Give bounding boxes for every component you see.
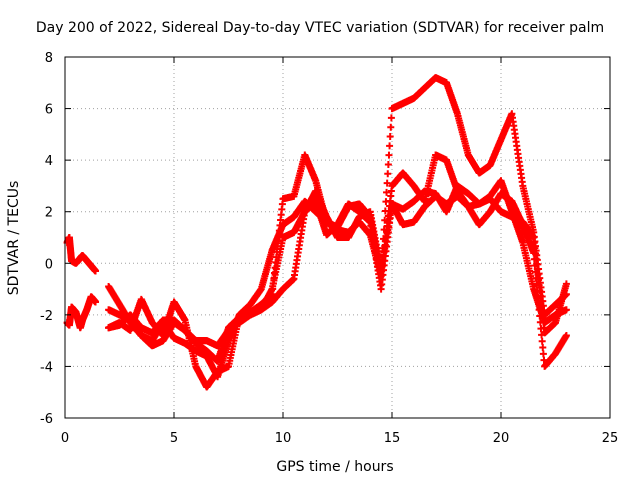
y-tick-label: 8 bbox=[45, 51, 53, 66]
y-tick-label: -2 bbox=[40, 309, 53, 324]
data-point-marker bbox=[562, 290, 570, 298]
data-point-marker bbox=[381, 216, 389, 224]
chart-title: Day 200 of 2022, Sidereal Day-to-day VTE… bbox=[36, 20, 604, 36]
x-tick-label: 15 bbox=[384, 431, 401, 446]
y-tick-label: -6 bbox=[40, 412, 53, 427]
data-point-marker bbox=[536, 318, 544, 326]
data-point-marker bbox=[562, 331, 570, 339]
data-point-marker bbox=[539, 344, 547, 352]
x-tick-label: 25 bbox=[602, 431, 619, 446]
y-tick-label: 6 bbox=[45, 103, 53, 118]
data-point-marker bbox=[533, 280, 541, 288]
data-point-marker bbox=[379, 244, 387, 252]
data-point-marker bbox=[382, 198, 390, 206]
data-point-marker bbox=[387, 114, 395, 122]
series-track-1 bbox=[63, 234, 100, 275]
data-point-marker bbox=[537, 325, 545, 333]
data-series bbox=[63, 74, 570, 391]
data-point-marker bbox=[538, 331, 546, 339]
data-point-marker bbox=[539, 350, 547, 358]
x-tick-label: 20 bbox=[493, 431, 510, 446]
data-point-marker bbox=[380, 235, 388, 243]
x-axis-title: GPS time / hours bbox=[276, 459, 393, 475]
data-point-marker bbox=[562, 280, 570, 288]
y-tick-label: 4 bbox=[45, 154, 53, 169]
series-track-6 bbox=[105, 74, 570, 365]
y-tick-label: 2 bbox=[45, 206, 53, 221]
data-point-marker bbox=[92, 267, 100, 275]
x-tick-label: 10 bbox=[275, 431, 292, 446]
y-axis-title: SDTVAR / TECUs bbox=[6, 181, 22, 296]
plot-frame bbox=[64, 56, 611, 419]
data-point-marker bbox=[92, 298, 100, 306]
data-point-marker bbox=[383, 179, 391, 187]
data-point-marker bbox=[377, 272, 385, 280]
data-point-marker bbox=[383, 188, 391, 196]
data-point-marker bbox=[378, 263, 386, 271]
data-point-marker bbox=[387, 123, 395, 131]
x-tick-label: 5 bbox=[170, 431, 178, 446]
x-tick-label: 0 bbox=[61, 431, 69, 446]
data-point-marker bbox=[381, 207, 389, 215]
data-point-marker bbox=[562, 306, 570, 314]
data-point-marker bbox=[380, 226, 388, 234]
y-tick-label: -4 bbox=[40, 360, 53, 375]
data-point-marker bbox=[535, 299, 543, 307]
data-point-marker bbox=[386, 133, 394, 141]
axes: 0 5 10 15 20 25 -6 -4 -2 0 2 4 6 8 bbox=[40, 51, 618, 446]
data-point-marker bbox=[378, 254, 386, 262]
data-point-marker bbox=[385, 151, 393, 159]
data-point-marker bbox=[536, 312, 544, 320]
data-point-marker bbox=[384, 160, 392, 168]
data-point-marker bbox=[384, 170, 392, 178]
data-point-marker bbox=[386, 142, 394, 150]
data-point-marker bbox=[538, 337, 546, 345]
y-tick-label: 0 bbox=[45, 257, 53, 272]
data-point-marker bbox=[533, 287, 541, 295]
